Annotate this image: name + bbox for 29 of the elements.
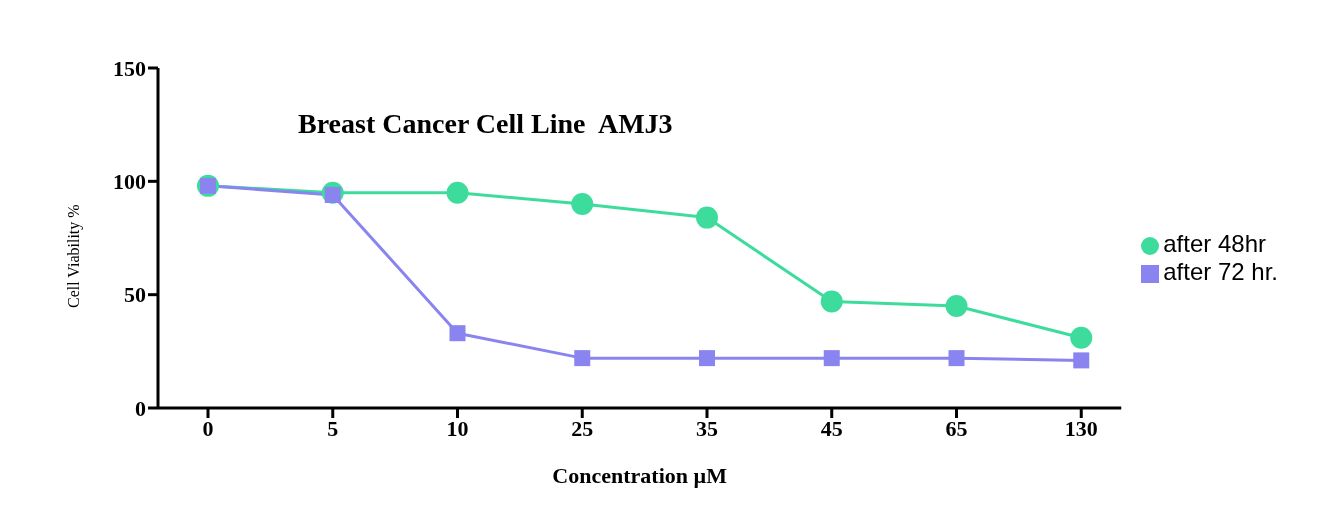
y-tick-label: 150 [113,55,146,81]
point [948,350,965,367]
point [449,325,466,342]
point [696,206,718,229]
x-tick-label: 45 [820,415,843,441]
y-tick-label: 50 [124,282,146,308]
x-axis-title: Concentration µM [552,463,728,488]
legend-label: after 72 hr. [1163,258,1278,285]
y-axis-title: Cell Viability % [64,204,83,308]
point [820,290,843,313]
x-tick-label: 0 [202,415,214,441]
x-tick-label: 130 [1064,415,1098,441]
y-tick-label: 100 [113,169,146,195]
text: Breast Cancer Cell Line AMJ3 [298,108,673,140]
x-tick-label: 10 [446,415,469,441]
legend-label: after 48hr [1163,230,1266,257]
x-tick-label: 25 [571,415,594,441]
point [574,350,591,367]
point [571,193,594,215]
point [446,181,469,204]
y-tick-label: 0 [135,395,146,421]
point [1073,352,1090,369]
x-tick-label: 5 [327,415,339,441]
x-tick-label: 35 [696,415,718,441]
point [945,295,968,317]
point [1070,326,1093,349]
point [823,350,840,367]
point [699,350,715,367]
x-tick-label: 65 [945,415,968,441]
